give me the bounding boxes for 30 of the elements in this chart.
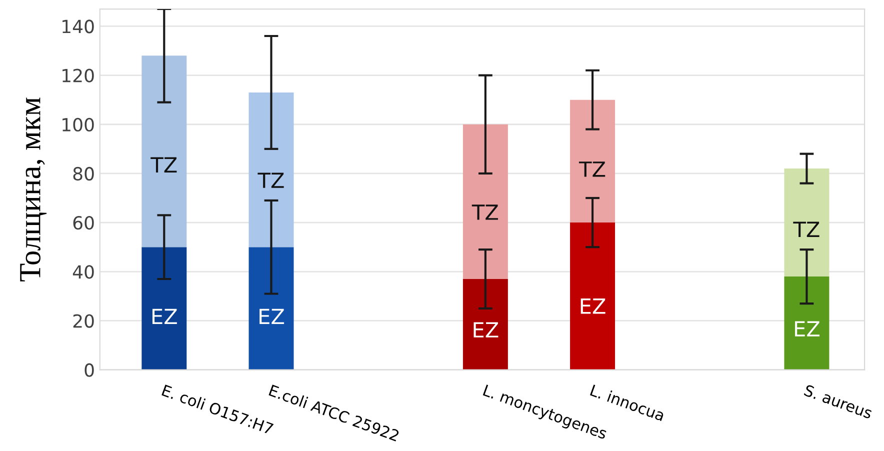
- bar: [142, 56, 187, 248]
- bar: [142, 247, 187, 370]
- bar: [248, 92, 294, 248]
- text: EZ: [795, 321, 820, 336]
- series-label: EZ: [580, 298, 606, 314]
- text: EZ: [474, 322, 498, 338]
- y-tick-label: 20: [73, 314, 94, 328]
- bar: [784, 276, 830, 370]
- bar: [570, 100, 616, 223]
- y-tick-label: 80: [73, 166, 94, 181]
- bar: [248, 247, 294, 370]
- bar: [570, 222, 616, 370]
- series-label: TZ: [793, 222, 820, 237]
- bar: [462, 279, 508, 370]
- y-tick-label: 120: [62, 68, 94, 82]
- bar: [462, 124, 508, 280]
- y-tick-label: 40: [72, 265, 94, 279]
- y-tick-label: 60: [73, 216, 94, 230]
- y-tick-label: 140: [62, 20, 94, 34]
- bar: [784, 168, 830, 277]
- text: TZ: [258, 172, 284, 188]
- y-tick-label: 100: [62, 118, 94, 132]
- text: EZ: [152, 308, 177, 324]
- text: TZ: [472, 204, 498, 220]
- text: TZ: [150, 157, 177, 172]
- x-tick-label: S. aureus: [804, 384, 874, 419]
- y-tick-label: 0: [84, 363, 94, 377]
- y-axis-title: Толщина, мкм: [20, 98, 47, 282]
- text: EZ: [260, 308, 284, 324]
- text: TZ: [578, 162, 606, 177]
